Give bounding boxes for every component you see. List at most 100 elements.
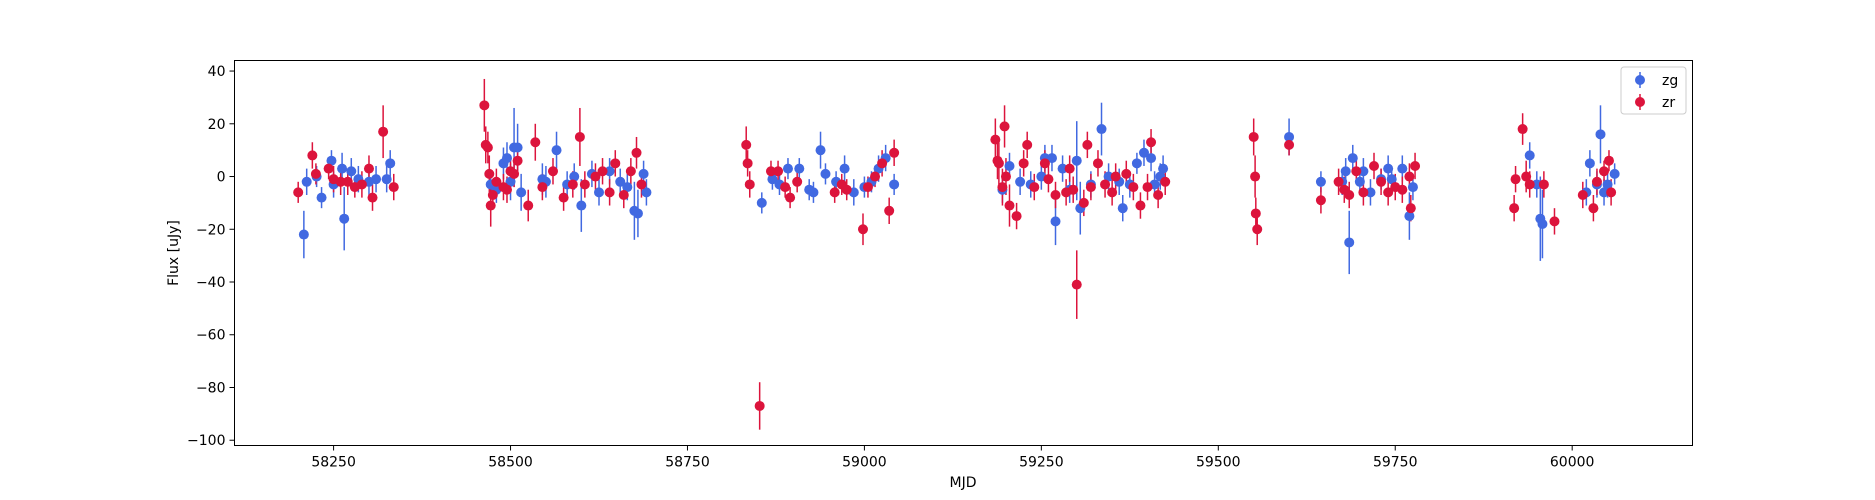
zr-data-point	[512, 155, 523, 166]
x-axis-label: MJD	[950, 475, 977, 491]
zg-data-point	[1344, 237, 1355, 248]
zr-data-point	[590, 171, 601, 182]
zr-data-point	[999, 121, 1010, 132]
zr-data-point	[1250, 171, 1261, 182]
zg-data-point	[604, 166, 615, 177]
zg-data-point	[516, 187, 527, 198]
y-tick-label: −20	[196, 222, 226, 238]
zr-data-point	[1521, 171, 1532, 182]
zg-data-point	[1103, 171, 1114, 182]
zr-data-point	[1591, 176, 1602, 187]
zg-data-point	[512, 142, 523, 153]
zg-data-point	[641, 187, 652, 198]
y-tick-label: −40	[196, 275, 226, 291]
zr-data-point	[1029, 182, 1040, 193]
zr-data-point	[1050, 189, 1061, 200]
zr-data-point	[1146, 137, 1157, 148]
zr-data-point	[1588, 203, 1599, 214]
zg-data-point	[1531, 179, 1542, 190]
zr-data-point	[1107, 187, 1118, 198]
zg-data-point	[551, 145, 562, 156]
zr-data-point	[1018, 158, 1029, 169]
zg-data-point	[337, 163, 348, 174]
zr-data-point	[1121, 168, 1132, 179]
legend-zg-label: zg	[1662, 73, 1678, 89]
zr-data-point	[1397, 184, 1408, 195]
zr-data-point	[765, 166, 776, 177]
zg-data-point	[298, 229, 309, 240]
zr-data-point	[889, 147, 900, 158]
zg-data-point	[1340, 166, 1351, 177]
zr-data-point	[388, 182, 399, 193]
zg-data-point	[1595, 129, 1606, 140]
zr-data-point	[1351, 166, 1362, 177]
zr-data-point	[997, 182, 1008, 193]
y-axis-label: Flux [uJy]	[166, 220, 182, 286]
zr-data-point	[363, 163, 374, 174]
y-tick-label: 40	[208, 64, 226, 80]
zr-data-point	[1404, 171, 1415, 182]
zr-data-point	[1599, 166, 1610, 177]
zg-data-point	[756, 197, 767, 208]
x-tick-label: 60000	[1550, 455, 1595, 471]
zr-data-point	[862, 182, 873, 193]
zr-data-point	[567, 179, 578, 190]
zg-data-point	[1347, 153, 1358, 164]
x-tick-label: 59500	[1196, 455, 1241, 471]
zg-data-point	[339, 213, 350, 224]
zr-data-point	[1410, 160, 1421, 171]
zg-data-point	[1407, 182, 1418, 193]
zr-data-point	[1606, 187, 1617, 198]
zr-data-point	[754, 400, 765, 411]
zr-data-point	[523, 200, 534, 211]
zg-data-point	[381, 174, 392, 185]
zg-data-point	[1524, 150, 1535, 161]
zr-data-point	[323, 163, 334, 174]
zg-data-point	[1383, 163, 1394, 174]
zg-data-point	[1404, 211, 1415, 222]
zr-data-point	[487, 189, 498, 200]
zg-data-point	[316, 192, 327, 203]
zr-data-point	[841, 184, 852, 195]
x-tick-label: 58250	[311, 455, 356, 471]
zr-data-point	[335, 176, 346, 187]
zg-data-point	[1537, 218, 1548, 229]
legend: zg zr	[1620, 66, 1687, 115]
zr-data-point	[785, 192, 796, 203]
zr-data-point	[574, 131, 585, 142]
zg-data-point	[576, 200, 587, 211]
zg-data-point	[1358, 166, 1369, 177]
zr-data-point	[1376, 176, 1387, 187]
x-tick-label: 59250	[1019, 455, 1064, 471]
zr-data-point	[1043, 174, 1054, 185]
zr-data-point	[625, 166, 636, 177]
zr-data-point	[530, 137, 541, 148]
zr-data-point	[1153, 189, 1164, 200]
zg-data-point	[808, 187, 819, 198]
zg-data-point	[638, 168, 649, 179]
zr-data-point	[1085, 182, 1096, 193]
zr-data-point	[501, 184, 512, 195]
zr-data-point	[1524, 179, 1535, 190]
zr-data-point	[773, 166, 784, 177]
zr-data-point	[1004, 200, 1015, 211]
legend-zr-label: zr	[1662, 95, 1675, 111]
zg-data-point	[505, 176, 516, 187]
zr-data-point	[1128, 182, 1139, 193]
zg-data-point	[782, 163, 793, 174]
x-axis-ticks: 58250 58500 58750 59000 59250 59500 59750 60000	[311, 445, 1595, 471]
zg-data-point	[820, 168, 831, 179]
zr-data-point	[1068, 184, 1079, 195]
zr-data-point	[547, 166, 558, 177]
zr-data-point	[829, 187, 840, 198]
zr-data-point	[1369, 160, 1380, 171]
zr-data-point	[310, 168, 321, 179]
zr-data-point	[1064, 163, 1075, 174]
zg-data-point	[1602, 179, 1613, 190]
zr-data-point	[618, 189, 629, 200]
zr-data-point	[484, 168, 495, 179]
zg-data-point	[326, 155, 337, 166]
zr-data-point	[631, 147, 642, 158]
zr-data-point	[1358, 187, 1369, 198]
plot-frame	[234, 60, 1693, 446]
